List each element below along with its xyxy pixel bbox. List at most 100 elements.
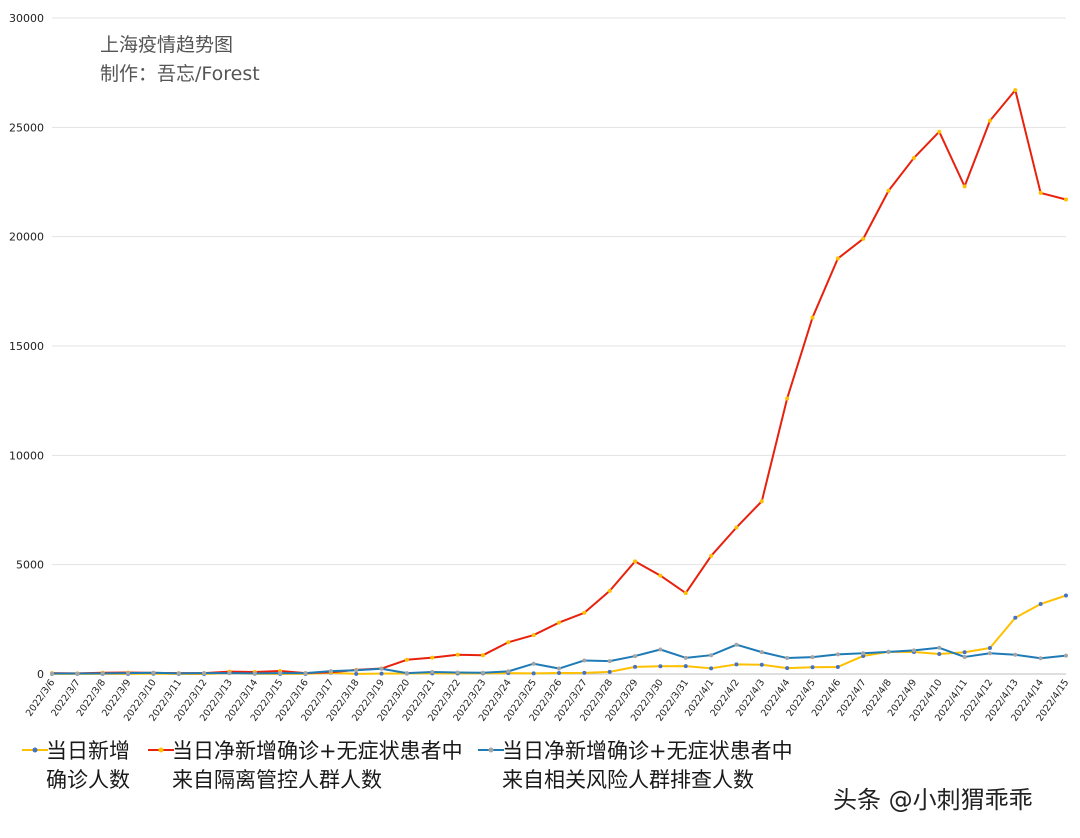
- data-point-s2-25: [683, 655, 688, 660]
- data-point-s2-30: [810, 655, 815, 660]
- data-point-s2-6: [202, 671, 207, 676]
- data-point-s2-39: [1038, 656, 1043, 661]
- data-point-s0-13: [379, 671, 384, 676]
- data-point-s1-32: [861, 236, 866, 241]
- data-point-s0-28: [759, 662, 764, 667]
- data-point-s0-40: [1064, 593, 1068, 598]
- data-point-s2-8: [252, 671, 257, 676]
- data-point-s0-27: [734, 662, 739, 667]
- legend-item-2: 当日净新增确诊+无症状患者中 来自相关风险人群排查人数: [478, 739, 793, 792]
- data-point-s1-30: [810, 315, 815, 320]
- data-point-s2-16: [455, 670, 460, 675]
- data-point-s0-20: [557, 671, 561, 676]
- data-point-s2-21: [582, 658, 587, 663]
- data-point-s1-22: [607, 588, 612, 593]
- data-point-s2-2: [100, 671, 105, 676]
- data-point-s1-20: [557, 620, 561, 625]
- legend-label-0-line-2: 确诊人数: [46, 768, 130, 792]
- y-tick-label-1: 5000: [16, 559, 44, 572]
- y-tick-label-2: 10000: [9, 449, 44, 462]
- data-point-s2-5: [176, 671, 181, 676]
- data-point-s2-15: [430, 670, 435, 675]
- data-point-s2-1: [75, 671, 80, 676]
- data-point-s1-38: [1013, 88, 1018, 93]
- data-point-s0-35: [937, 652, 942, 657]
- data-point-s1-24: [658, 573, 663, 578]
- data-point-s2-38: [1013, 652, 1018, 657]
- data-point-s1-15: [430, 655, 435, 660]
- legend-item-0: 当日新增 确诊人数: [22, 739, 130, 792]
- data-point-s2-0: [50, 671, 54, 676]
- data-point-s1-34: [911, 155, 916, 160]
- data-point-s2-11: [328, 669, 333, 674]
- data-point-s2-13: [379, 666, 384, 671]
- data-point-s2-17: [480, 670, 485, 675]
- data-point-s2-36: [962, 654, 967, 659]
- data-point-s2-23: [633, 654, 638, 659]
- legend-label-2-line-1: 当日净新增确诊+无症状患者中: [502, 739, 793, 763]
- data-point-s0-31: [835, 664, 840, 669]
- data-point-s0-26: [709, 666, 714, 671]
- legend-label-2-line-2: 来自相关风险人群排查人数: [502, 768, 754, 792]
- data-point-s2-27: [734, 642, 739, 647]
- data-point-s2-34: [911, 648, 916, 653]
- data-point-s2-28: [759, 650, 764, 655]
- data-point-s0-12: [354, 671, 359, 676]
- legend-label-0-line-1: 当日新增: [46, 739, 130, 763]
- legend-label-1-line-2: 来自隔离管控人群人数: [172, 768, 382, 792]
- chart-title: 上海疫情趋势图: [100, 34, 233, 56]
- y-tick-label-5: 25000: [9, 121, 44, 134]
- data-point-s0-22: [607, 669, 612, 674]
- data-point-s2-40: [1064, 653, 1068, 658]
- data-point-s2-33: [886, 649, 891, 654]
- data-point-s2-20: [557, 666, 561, 671]
- y-axis-ticks: 0 5000 10000 15000 20000 25000 30000: [9, 12, 44, 681]
- legend-label-1-line-1: 当日净新增确诊+无症状患者中: [172, 739, 463, 763]
- y-tick-label-4: 20000: [9, 231, 44, 244]
- data-point-s0-37: [987, 646, 992, 651]
- data-point-s1-35: [937, 129, 942, 134]
- data-point-s0-32: [861, 653, 866, 658]
- data-point-s1-29: [785, 396, 790, 401]
- gridlines: [52, 17, 1066, 566]
- data-point-s1-40: [1064, 197, 1068, 202]
- data-point-s2-4: [151, 670, 156, 675]
- watermark: 头条 @小刺猬乖乖: [833, 786, 1033, 814]
- data-point-s1-31: [835, 256, 840, 261]
- data-point-s2-10: [303, 671, 308, 676]
- data-point-s1-33: [886, 188, 891, 193]
- data-point-s0-30: [810, 665, 815, 670]
- legend-marker-1: [158, 747, 164, 753]
- data-point-s0-29: [785, 666, 790, 671]
- data-point-s2-37: [987, 651, 992, 656]
- data-point-s1-37: [987, 118, 992, 123]
- data-point-s2-35: [937, 645, 942, 650]
- data-point-s1-19: [531, 633, 536, 638]
- data-point-s0-36: [962, 650, 967, 655]
- data-point-s2-9: [278, 671, 283, 676]
- data-point-s0-38: [1013, 615, 1018, 620]
- data-point-s2-14: [404, 671, 409, 676]
- data-point-s1-18: [506, 640, 511, 645]
- data-point-s2-32: [861, 651, 866, 656]
- data-point-s2-19: [531, 661, 536, 666]
- data-point-s1-28: [759, 499, 764, 504]
- y-tick-label-6: 30000: [9, 12, 44, 25]
- legend-marker-0: [32, 747, 38, 753]
- data-point-s1-17: [480, 653, 485, 658]
- data-point-s0-21: [582, 670, 587, 675]
- data-point-s0-23: [633, 664, 638, 669]
- data-point-s1-16: [455, 652, 460, 657]
- data-point-s1-26: [709, 553, 714, 558]
- data-point-s2-22: [607, 659, 612, 664]
- data-point-s2-12: [354, 668, 359, 673]
- y-tick-label-0: 0: [37, 668, 44, 681]
- data-point-s2-3: [126, 671, 131, 676]
- data-point-s1-21: [582, 610, 587, 615]
- data-point-s0-25: [683, 664, 688, 669]
- data-point-s2-31: [835, 652, 840, 657]
- data-point-s2-29: [785, 656, 790, 661]
- legend: 当日新增 确诊人数 当日净新增确诊+无症状患者中 来自隔离管控人群人数 当日净新…: [22, 739, 793, 792]
